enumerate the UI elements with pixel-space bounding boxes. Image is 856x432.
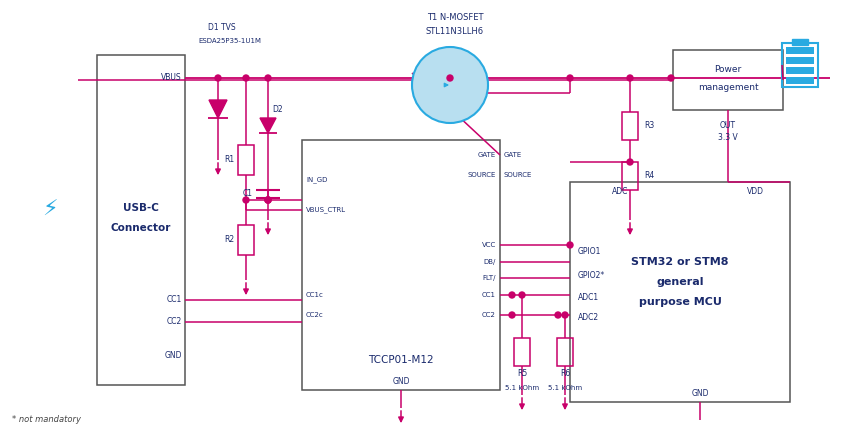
Circle shape	[265, 197, 271, 203]
Text: CC2c: CC2c	[306, 312, 324, 318]
Text: 5.1 kOhm: 5.1 kOhm	[505, 385, 539, 391]
Circle shape	[627, 159, 633, 165]
Text: GATE: GATE	[504, 152, 522, 158]
Text: C1: C1	[243, 190, 253, 198]
Bar	[786, 67, 814, 74]
Circle shape	[265, 75, 271, 81]
Circle shape	[627, 75, 633, 81]
Text: R1: R1	[224, 156, 234, 165]
Circle shape	[519, 292, 525, 298]
Text: TCCP01-M12: TCCP01-M12	[368, 355, 434, 365]
Text: CC1: CC1	[167, 295, 182, 305]
Bar	[238, 225, 254, 255]
Text: ⚡: ⚡	[42, 200, 58, 220]
Text: GND: GND	[392, 378, 410, 387]
Circle shape	[243, 75, 249, 81]
Bar	[557, 338, 573, 366]
Polygon shape	[209, 100, 227, 118]
Bar	[782, 43, 818, 87]
Text: management: management	[698, 83, 758, 92]
Text: GND: GND	[164, 350, 182, 359]
Text: CC2: CC2	[482, 312, 496, 318]
Bar	[97, 55, 185, 385]
Polygon shape	[260, 118, 276, 133]
Circle shape	[243, 197, 249, 203]
Bar	[792, 39, 808, 45]
Text: R2: R2	[224, 235, 234, 245]
Text: OUT: OUT	[720, 121, 736, 130]
Text: SOURCE: SOURCE	[504, 172, 532, 178]
Circle shape	[265, 197, 271, 203]
Circle shape	[567, 242, 573, 248]
Text: R3: R3	[644, 121, 654, 130]
Text: R5: R5	[517, 369, 527, 378]
Text: ADC1: ADC1	[578, 293, 599, 302]
Text: STM32 or STM8: STM32 or STM8	[631, 257, 728, 267]
Circle shape	[412, 47, 488, 123]
Text: ADC2: ADC2	[578, 314, 599, 323]
Circle shape	[567, 75, 573, 81]
Text: 5.1 kOhm: 5.1 kOhm	[548, 385, 582, 391]
Text: CC2: CC2	[167, 318, 182, 327]
Text: GND: GND	[692, 390, 709, 398]
Text: T1 N-MOSFET: T1 N-MOSFET	[427, 13, 484, 22]
Text: STL11N3LLH6: STL11N3LLH6	[426, 28, 484, 36]
Text: ESDA25P35-1U1M: ESDA25P35-1U1M	[198, 38, 261, 44]
Bar	[302, 140, 500, 390]
Text: VDD: VDD	[746, 187, 764, 197]
Text: * not mandatory: * not mandatory	[12, 416, 81, 425]
Text: D1 TVS: D1 TVS	[208, 23, 235, 32]
Text: Power: Power	[715, 66, 741, 74]
Circle shape	[215, 75, 221, 81]
Circle shape	[562, 312, 568, 318]
Circle shape	[509, 292, 515, 298]
Circle shape	[447, 75, 453, 81]
Bar	[786, 57, 814, 64]
Text: ADC: ADC	[612, 187, 628, 197]
Text: 3.3 V: 3.3 V	[718, 133, 738, 143]
Text: R4: R4	[644, 172, 654, 181]
Text: purpose MCU: purpose MCU	[639, 297, 722, 307]
Bar	[786, 77, 814, 84]
Bar	[786, 47, 814, 54]
Text: DB/: DB/	[484, 259, 496, 265]
Text: R6: R6	[560, 369, 570, 378]
Bar	[514, 338, 530, 366]
Bar	[570, 182, 790, 402]
Text: VCC: VCC	[482, 242, 496, 248]
Bar	[673, 50, 783, 110]
Text: SOURCE: SOURCE	[467, 172, 496, 178]
Text: VBUS_CTRL: VBUS_CTRL	[306, 206, 346, 213]
Text: GPIO1: GPIO1	[578, 248, 602, 257]
Text: Connector: Connector	[110, 223, 171, 233]
Text: GATE: GATE	[478, 152, 496, 158]
Text: D2: D2	[272, 105, 282, 114]
Bar	[622, 112, 638, 140]
Circle shape	[509, 312, 515, 318]
Text: general: general	[657, 277, 704, 287]
Text: FLT/: FLT/	[483, 275, 496, 281]
Bar	[238, 145, 254, 175]
Bar	[622, 162, 638, 190]
Circle shape	[555, 312, 561, 318]
Circle shape	[668, 75, 674, 81]
Text: GPIO2*: GPIO2*	[578, 270, 605, 280]
Text: IN_GD: IN_GD	[306, 177, 327, 183]
Text: USB-C: USB-C	[123, 203, 159, 213]
Text: CC1c: CC1c	[306, 292, 324, 298]
Circle shape	[265, 197, 271, 203]
Text: VBUS: VBUS	[162, 73, 182, 83]
Text: CC1: CC1	[482, 292, 496, 298]
